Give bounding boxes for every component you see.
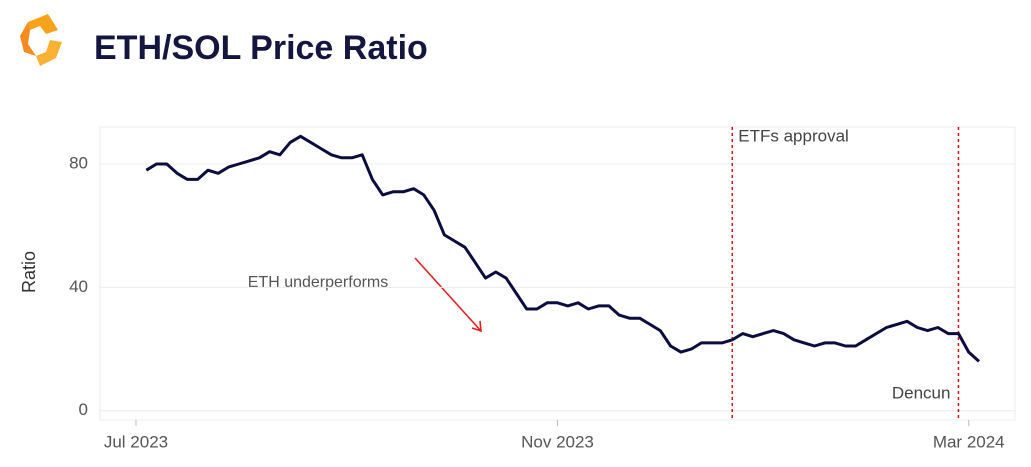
data-line (145, 134, 981, 363)
x-tick-label: Jul 2023 (104, 432, 168, 451)
y-tick-label: 0 (79, 400, 88, 419)
x-tick-label: Nov 2023 (521, 432, 594, 451)
y-axis-label: Ratio (19, 251, 39, 293)
annotation: ETH underperforms (248, 274, 389, 291)
plot-frame (99, 126, 1016, 421)
logo (20, 14, 62, 66)
event-label: ETFs approval (738, 126, 849, 145)
annotation-arrow (414, 257, 482, 333)
y-tick-label: 80 (69, 153, 88, 172)
event-label: Dencun (892, 383, 951, 402)
x-tick-label: Mar 2024 (933, 432, 1005, 451)
y-tick-label: 40 (69, 277, 88, 296)
chart-title: ETH/SOL Price Ratio (94, 29, 428, 67)
